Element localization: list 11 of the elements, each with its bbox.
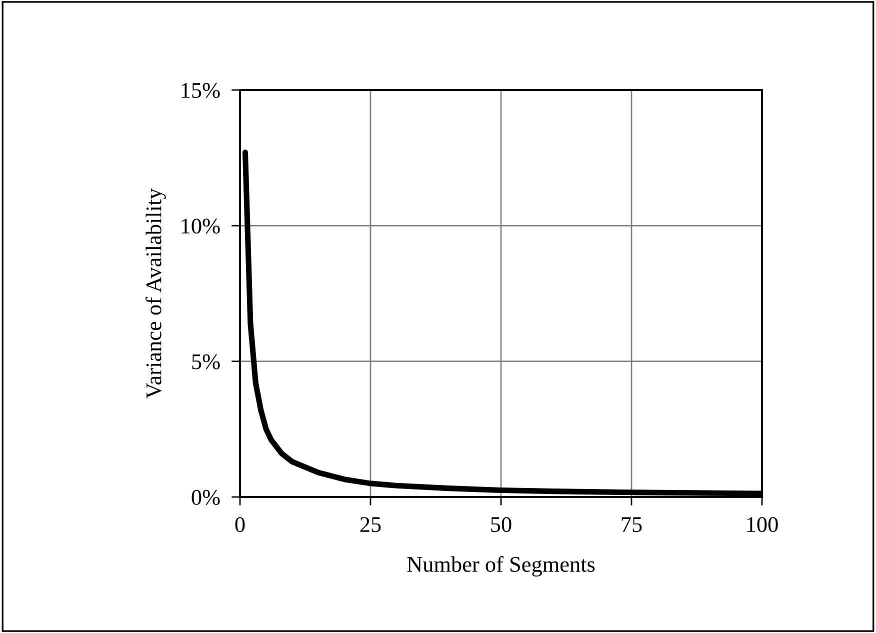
y-axis-title: Variance of Availability [145, 188, 166, 399]
y-tick-label: 5% [192, 354, 220, 370]
y-tick-label: 0% [192, 490, 220, 505]
x-tick-label: 25 [360, 517, 381, 532]
y-tick-label: 10% [182, 218, 220, 234]
x-axis-title: Number of Segments [407, 556, 595, 576]
x-tick-label: 0 [235, 517, 245, 532]
x-tick-label: 75 [622, 517, 642, 532]
y-tick-label: 15% [182, 82, 220, 98]
x-tick-label: 100 [747, 517, 778, 532]
x-tick-label: 50 [491, 517, 512, 532]
